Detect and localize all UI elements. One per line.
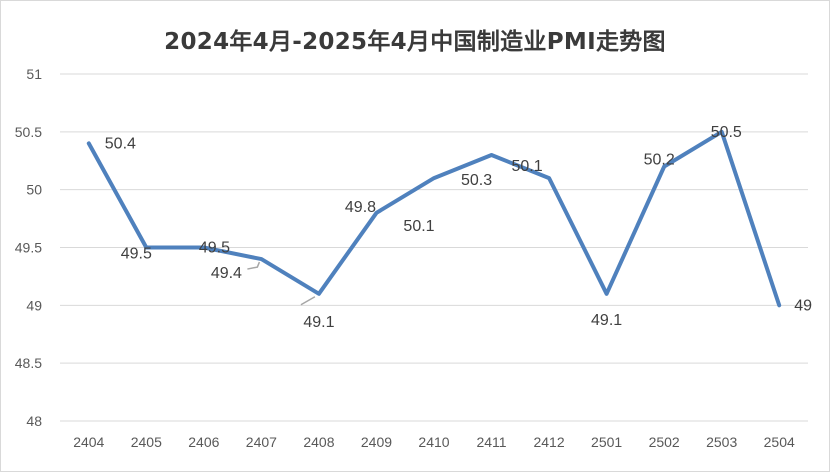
y-tick-label: 48 <box>26 413 42 429</box>
data-label: 50.5 <box>711 124 742 141</box>
x-tick-label: 2405 <box>131 434 162 450</box>
x-tick-label: 2406 <box>188 434 219 450</box>
data-label: 50.1 <box>512 158 543 175</box>
data-label: 50.4 <box>105 135 136 152</box>
x-tick-label: 2410 <box>418 434 449 450</box>
chart-title: 2024年4月-2025年4月中国制造业PMI走势图 <box>164 29 666 55</box>
x-tick-label: 2504 <box>764 434 795 450</box>
data-label: 50.1 <box>403 218 434 235</box>
x-tick-label: 2502 <box>649 434 680 450</box>
x-tick-label: 2501 <box>591 434 622 450</box>
y-tick-label: 50.5 <box>15 124 42 140</box>
x-tick-label: 2503 <box>706 434 737 450</box>
data-label: 49.5 <box>121 246 152 263</box>
leader-line <box>247 261 261 270</box>
x-tick-label: 2407 <box>246 434 277 450</box>
data-label: 49.4 <box>211 265 242 282</box>
data-label: 49.5 <box>199 240 230 257</box>
data-label: 49.1 <box>303 314 334 331</box>
y-tick-label: 49 <box>26 297 42 313</box>
x-tick-label: 2404 <box>73 434 104 450</box>
data-label: 49 <box>794 297 812 314</box>
data-label: 49.1 <box>591 312 622 329</box>
series-line <box>86 129 782 308</box>
data-label: 50.2 <box>644 152 675 169</box>
data-label: 49.8 <box>345 199 376 216</box>
y-tick-label: 51 <box>26 66 42 82</box>
y-tick-label: 48.5 <box>15 355 42 371</box>
x-tick-label: 2409 <box>361 434 392 450</box>
data-label: 50.3 <box>461 172 492 189</box>
x-tick-label: 2411 <box>476 434 506 450</box>
x-tick-label: 2412 <box>533 434 564 450</box>
leader-line <box>300 296 316 306</box>
x-tick-label: 2408 <box>303 434 334 450</box>
y-tick-label: 50 <box>26 182 42 198</box>
y-tick-label: 49.5 <box>15 240 42 256</box>
